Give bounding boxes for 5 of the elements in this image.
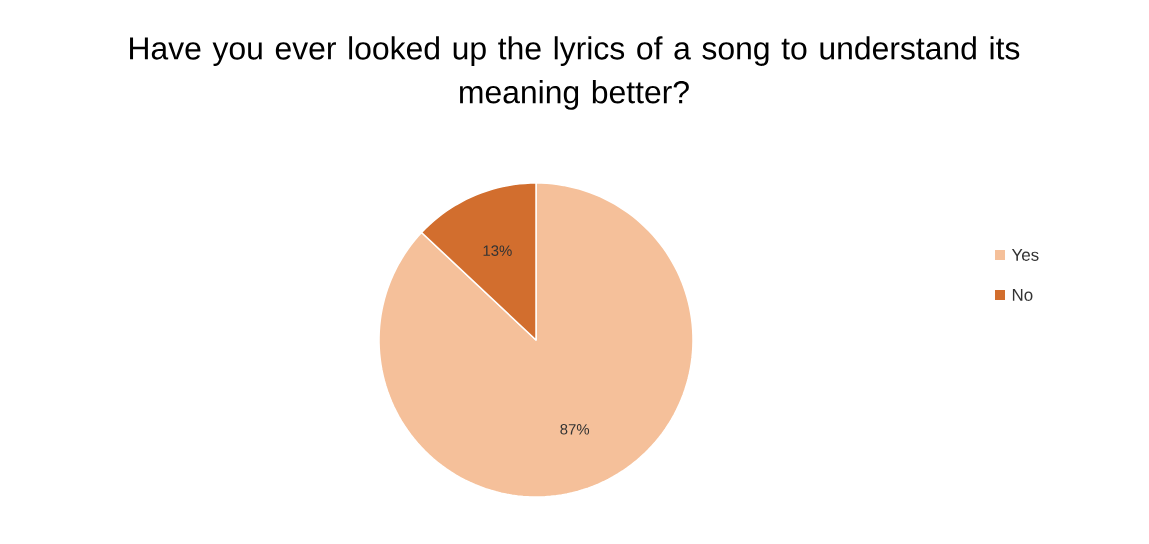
data-label: 87% [560, 424, 590, 435]
data-label: 13% [483, 245, 512, 256]
chart-title: Have you ever looked up the lyrics of a song to understand its meaning better? [130, 36, 1020, 110]
legend-label: Yes [1011, 249, 1039, 261]
legend-label: No [1012, 289, 1033, 301]
